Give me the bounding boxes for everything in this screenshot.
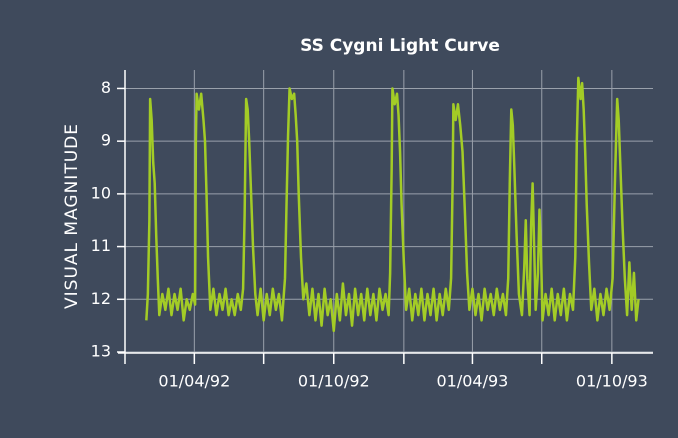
x-tick-label: 01/10/92 <box>298 372 370 391</box>
y-tick-label: 12 <box>91 289 111 308</box>
light-curve <box>145 76 640 333</box>
chart-title: SS Cygni Light Curve <box>300 36 500 56</box>
x-tick-label: 01/10/93 <box>576 372 648 391</box>
x-tick-label: 01/04/93 <box>436 372 508 391</box>
y-tick-label: 13 <box>91 342 111 361</box>
y-tick-label: 8 <box>101 78 111 97</box>
y-axis-label: VISUAL MAGNITUDE <box>62 123 82 309</box>
x-tick-label: 01/04/92 <box>158 372 230 391</box>
y-tick-label: 10 <box>91 183 111 202</box>
y-tick-label: 11 <box>91 236 111 255</box>
y-tick-label: 9 <box>101 131 111 150</box>
